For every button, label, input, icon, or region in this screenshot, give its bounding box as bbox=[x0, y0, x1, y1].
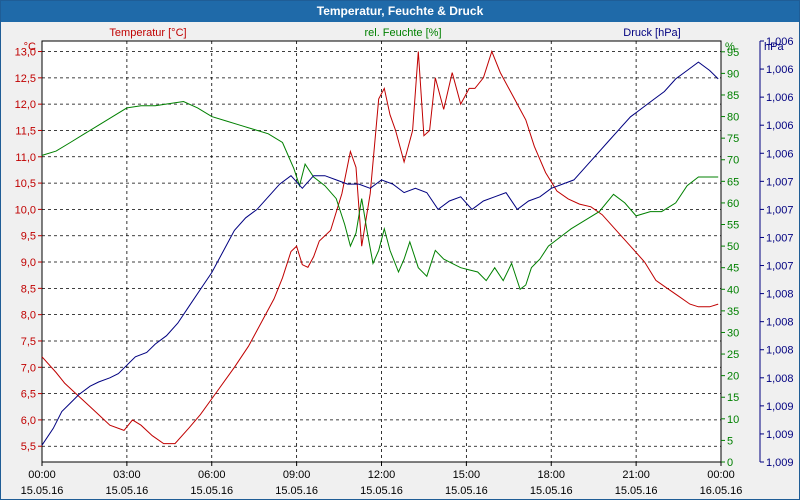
temperature-tick-label: 12,0 bbox=[15, 99, 36, 111]
humidity-tick-label: 65 bbox=[727, 176, 739, 188]
date-tick-label: 15.05.16 bbox=[530, 485, 573, 497]
temperature-axis-title: Temperatur [°C] bbox=[109, 27, 186, 39]
time-tick-label: 15:00 bbox=[453, 469, 481, 481]
time-axis: 00:00 15.05.16 03:00 15.05.16 06:00 15.05.16 0… bbox=[21, 462, 743, 497]
pressure-tick-label: 1,006 bbox=[766, 36, 794, 48]
temperature-tick-label: 6,0 bbox=[21, 415, 36, 427]
time-tick-label: 12:00 bbox=[368, 469, 396, 481]
time-tick-label: 06:00 bbox=[198, 469, 226, 481]
humidity-tick-label: 0 bbox=[727, 457, 733, 469]
temperature-tick-label: 10,5 bbox=[15, 178, 36, 190]
humidity-tick-label: 70 bbox=[727, 155, 739, 167]
pressure-tick-label: 1,007 bbox=[766, 204, 794, 216]
pressure-axis: 1,006 1,006 1,006 1,006 1,006 1,007 1,007 1,007… bbox=[759, 36, 794, 469]
pressure-tick-label: 1,008 bbox=[766, 345, 794, 357]
humidity-tick-label: 5 bbox=[727, 435, 733, 447]
pressure-unit-label: hPa bbox=[764, 41, 784, 53]
time-tick-label: 21:00 bbox=[622, 469, 650, 481]
time-tick-label: 09:00 bbox=[283, 469, 311, 481]
humidity-axis-title: rel. Feuchte [%] bbox=[364, 27, 441, 39]
time-tick-label: 03:00 bbox=[113, 469, 141, 481]
date-tick-label: 15.05.16 bbox=[190, 485, 233, 497]
temperature-axis: 5,5 6,0 6,5 7,0 7,5 8,0 8,5 9,0 9,5 10,0 10,5 11,0 1… bbox=[15, 47, 42, 453]
time-tick-label: 00:00 bbox=[28, 469, 56, 481]
date-tick-label: 15.05.16 bbox=[105, 485, 148, 497]
series-layer bbox=[41, 50, 719, 446]
pressure-tick-label: 1,007 bbox=[766, 261, 794, 273]
pressure-tick-label: 1,009 bbox=[766, 429, 794, 441]
temperature-tick-label: 10,0 bbox=[15, 204, 36, 216]
temperature-tick-label: 8,5 bbox=[21, 283, 36, 295]
temperature-tick-label: 11,5 bbox=[15, 125, 36, 137]
temperature-tick-label: 11,0 bbox=[15, 152, 36, 164]
humidity-tick-label: 30 bbox=[727, 327, 739, 339]
humidity-tick-label: 55 bbox=[727, 220, 739, 232]
humidity-tick-label: 75 bbox=[727, 133, 739, 145]
window-title: Temperatur, Feuchte & Druck bbox=[1, 1, 799, 22]
date-tick-label: 16.05.16 bbox=[700, 485, 743, 497]
date-tick-label: 15.05.16 bbox=[360, 485, 403, 497]
humidity-axis: 0 5 10 15 20 25 30 35 40 45 50 55 60 65 70 75 80 85 90 95 bbox=[721, 47, 739, 469]
pressure-tick-label: 1,006 bbox=[766, 148, 794, 160]
series-line-humidity bbox=[41, 100, 719, 291]
humidity-tick-label: 90 bbox=[727, 68, 739, 80]
series-line-pressure bbox=[41, 61, 719, 446]
date-tick-label: 15.05.16 bbox=[275, 485, 318, 497]
date-tick-label: 15.05.16 bbox=[445, 485, 488, 497]
humidity-unit-label: % bbox=[725, 41, 735, 53]
grid bbox=[42, 41, 721, 462]
humidity-tick-label: 85 bbox=[727, 90, 739, 102]
humidity-tick-label: 20 bbox=[727, 371, 739, 383]
pressure-tick-label: 1,007 bbox=[766, 176, 794, 188]
temperature-tick-label: 13,0 bbox=[15, 47, 36, 59]
pressure-tick-label: 1,008 bbox=[766, 373, 794, 385]
time-tick-label: 00:00 bbox=[707, 469, 735, 481]
temperature-tick-label: 5,5 bbox=[21, 441, 36, 453]
pressure-tick-label: 1,006 bbox=[766, 120, 794, 132]
temperature-unit-label: °C bbox=[24, 41, 36, 53]
humidity-tick-label: 80 bbox=[727, 112, 739, 124]
temperature-tick-label: 9,0 bbox=[21, 257, 36, 269]
humidity-tick-label: 95 bbox=[727, 47, 739, 59]
pressure-tick-label: 1,006 bbox=[766, 92, 794, 104]
humidity-tick-label: 60 bbox=[727, 198, 739, 210]
pressure-tick-label: 1,009 bbox=[766, 457, 794, 469]
humidity-tick-label: 40 bbox=[727, 284, 739, 296]
humidity-tick-label: 15 bbox=[727, 392, 739, 404]
humidity-tick-label: 25 bbox=[727, 349, 739, 361]
series-line-temperature bbox=[41, 50, 719, 445]
temperature-tick-label: 8,0 bbox=[21, 310, 36, 322]
temperature-tick-label: 7,0 bbox=[21, 362, 36, 374]
pressure-tick-label: 1,008 bbox=[766, 317, 794, 329]
temperature-tick-label: 6,5 bbox=[21, 389, 36, 401]
temperature-tick-label: 12,5 bbox=[15, 73, 36, 85]
pressure-tick-label: 1,006 bbox=[766, 64, 794, 76]
pressure-tick-label: 1,007 bbox=[766, 232, 794, 244]
time-tick-label: 18:00 bbox=[537, 469, 565, 481]
humidity-tick-label: 10 bbox=[727, 414, 739, 426]
temperature-tick-label: 7,5 bbox=[21, 336, 36, 348]
date-tick-label: 15.05.16 bbox=[615, 485, 658, 497]
humidity-tick-label: 45 bbox=[727, 263, 739, 275]
humidity-tick-label: 35 bbox=[727, 306, 739, 318]
temperature-tick-label: 9,5 bbox=[21, 231, 36, 243]
date-tick-label: 15.05.16 bbox=[21, 485, 64, 497]
pressure-axis-title: Druck [hPa] bbox=[623, 27, 680, 39]
humidity-tick-label: 50 bbox=[727, 241, 739, 253]
pressure-tick-label: 1,009 bbox=[766, 401, 794, 413]
pressure-tick-label: 1,008 bbox=[766, 289, 794, 301]
